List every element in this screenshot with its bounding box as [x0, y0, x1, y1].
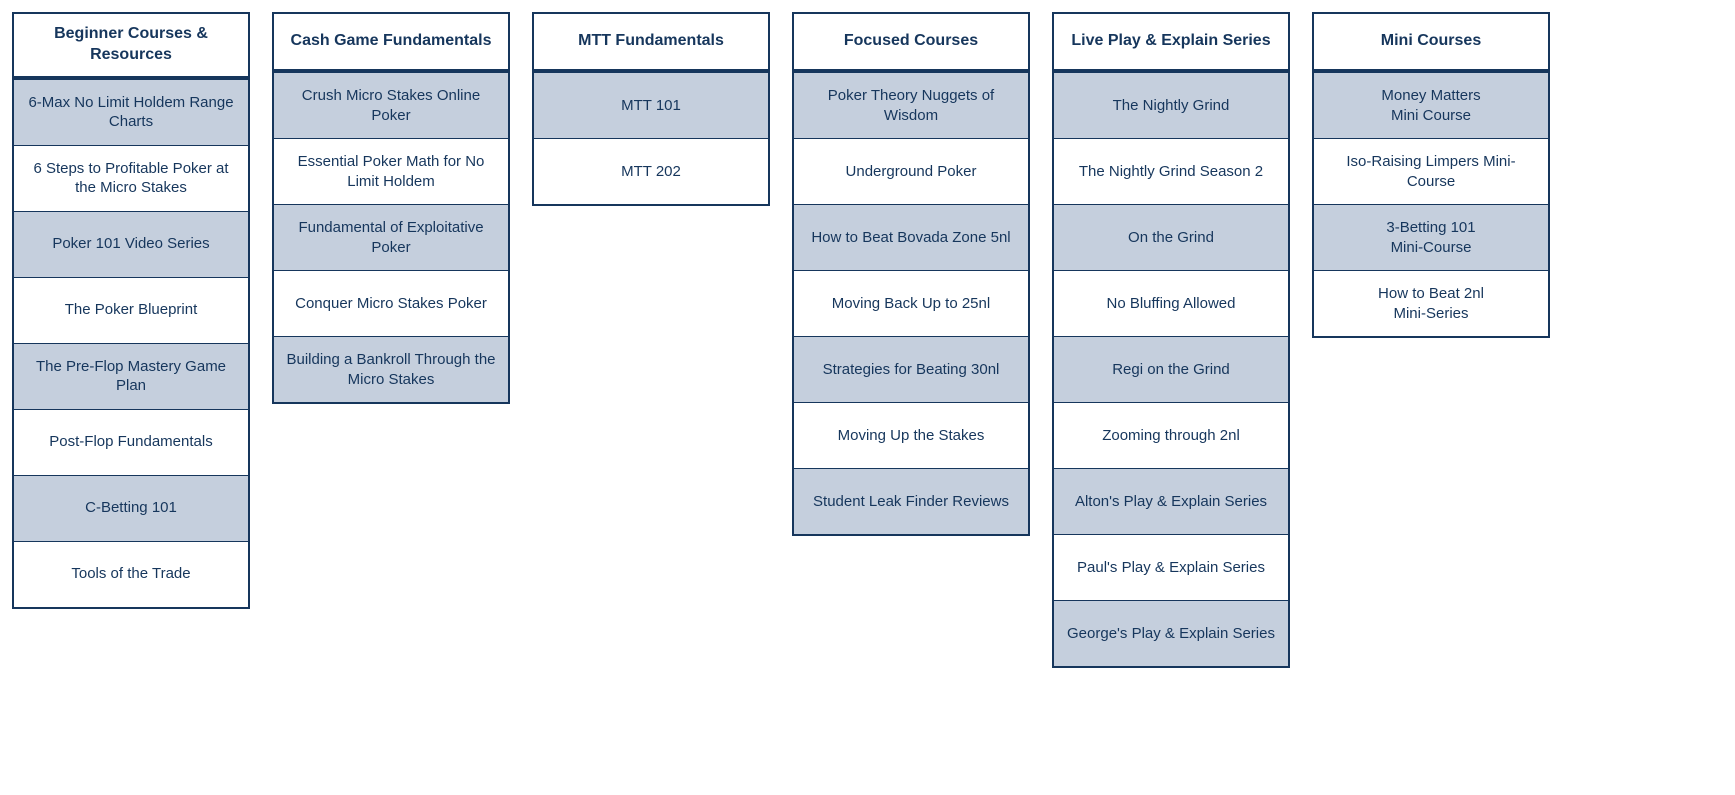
column-mtt: MTT FundamentalsMTT 101MTT 202: [532, 12, 770, 206]
course-item[interactable]: Paul's Play & Explain Series: [1054, 534, 1288, 600]
course-item[interactable]: Crush Micro Stakes Online Poker: [274, 72, 508, 138]
course-item[interactable]: MTT 202: [534, 138, 768, 204]
course-item[interactable]: Moving Up the Stakes: [794, 402, 1028, 468]
course-item[interactable]: The Pre-Flop Mastery Game Plan: [14, 343, 248, 409]
course-item[interactable]: Building a Bankroll Through the Micro St…: [274, 336, 508, 402]
course-item[interactable]: C-Betting 101: [14, 475, 248, 541]
course-item[interactable]: How to Beat Bovada Zone 5nl: [794, 204, 1028, 270]
course-item[interactable]: Fundamental of Exploitative Poker: [274, 204, 508, 270]
course-item[interactable]: Alton's Play & Explain Series: [1054, 468, 1288, 534]
course-item[interactable]: Conquer Micro Stakes Poker: [274, 270, 508, 336]
course-item[interactable]: No Bluffing Allowed: [1054, 270, 1288, 336]
column-live-play: Live Play & Explain SeriesThe Nightly Gr…: [1052, 12, 1290, 668]
course-item[interactable]: Underground Poker: [794, 138, 1028, 204]
course-item[interactable]: Zooming through 2nl: [1054, 402, 1288, 468]
column-cash-game: Cash Game FundamentalsCrush Micro Stakes…: [272, 12, 510, 404]
column-header-cash-game: Cash Game Fundamentals: [274, 14, 508, 72]
column-mini: Mini CoursesMoney MattersMini CourseIso-…: [1312, 12, 1550, 338]
course-item[interactable]: Post-Flop Fundamentals: [14, 409, 248, 475]
column-focused: Focused CoursesPoker Theory Nuggets of W…: [792, 12, 1030, 536]
column-header-live-play: Live Play & Explain Series: [1054, 14, 1288, 72]
course-item[interactable]: 6 Steps to Profitable Poker at the Micro…: [14, 145, 248, 211]
course-item[interactable]: Poker 101 Video Series: [14, 211, 248, 277]
course-item[interactable]: 6-Max No Limit Holdem Range Charts: [14, 79, 248, 145]
course-item[interactable]: Regi on the Grind: [1054, 336, 1288, 402]
course-item[interactable]: Money MattersMini Course: [1314, 72, 1548, 138]
columns-container: Beginner Courses & Resources6-Max No Lim…: [12, 12, 1723, 668]
column-beginner: Beginner Courses & Resources6-Max No Lim…: [12, 12, 250, 609]
course-item[interactable]: Iso-Raising Limpers Mini-Course: [1314, 138, 1548, 204]
course-item[interactable]: Student Leak Finder Reviews: [794, 468, 1028, 534]
course-item[interactable]: Moving Back Up to 25nl: [794, 270, 1028, 336]
course-item[interactable]: Essential Poker Math for No Limit Holdem: [274, 138, 508, 204]
course-item[interactable]: 3-Betting 101Mini-Course: [1314, 204, 1548, 270]
course-item[interactable]: The Nightly Grind Season 2: [1054, 138, 1288, 204]
column-header-beginner: Beginner Courses & Resources: [14, 14, 248, 79]
course-item[interactable]: The Poker Blueprint: [14, 277, 248, 343]
course-item[interactable]: George's Play & Explain Series: [1054, 600, 1288, 666]
course-item[interactable]: The Nightly Grind: [1054, 72, 1288, 138]
column-header-focused: Focused Courses: [794, 14, 1028, 72]
course-item[interactable]: On the Grind: [1054, 204, 1288, 270]
course-item[interactable]: Tools of the Trade: [14, 541, 248, 607]
column-header-mini: Mini Courses: [1314, 14, 1548, 72]
course-item[interactable]: Strategies for Beating 30nl: [794, 336, 1028, 402]
course-item[interactable]: How to Beat 2nlMini-Series: [1314, 270, 1548, 336]
column-header-mtt: MTT Fundamentals: [534, 14, 768, 72]
course-item[interactable]: MTT 101: [534, 72, 768, 138]
course-item[interactable]: Poker Theory Nuggets of Wisdom: [794, 72, 1028, 138]
